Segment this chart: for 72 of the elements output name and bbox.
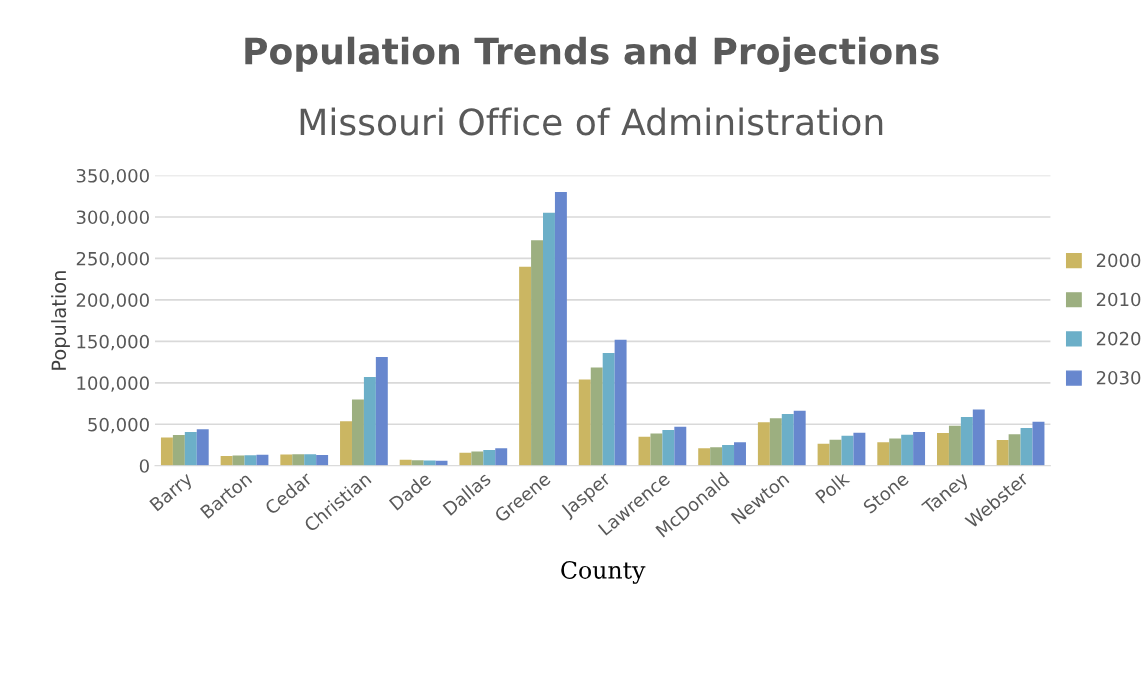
bar	[220, 455, 233, 466]
bar	[972, 409, 985, 466]
bar	[232, 455, 245, 466]
bar	[913, 432, 926, 466]
bar	[650, 433, 663, 466]
bar	[411, 460, 424, 466]
bar	[160, 437, 173, 466]
bar	[889, 438, 902, 466]
bar	[423, 460, 436, 466]
bar	[531, 240, 543, 466]
bar	[543, 212, 555, 466]
bar	[614, 339, 627, 466]
bar	[793, 410, 806, 466]
x-tick-label: Polk	[814, 470, 851, 504]
bar	[781, 414, 794, 466]
bar	[960, 416, 973, 466]
y-tick-label: 350,000	[76, 168, 149, 185]
bar	[340, 421, 352, 466]
bar	[351, 399, 364, 466]
bar	[1020, 428, 1033, 466]
bar	[280, 454, 293, 466]
bar	[316, 454, 329, 466]
bar	[1032, 421, 1045, 466]
chart-title: Population Trends and Projections	[245, 36, 939, 72]
bar	[304, 454, 317, 466]
chart-subtitle: Missouri Office of Administration	[300, 107, 883, 136]
bar	[901, 434, 914, 466]
bar	[853, 432, 866, 466]
bar	[554, 192, 567, 466]
bar	[172, 435, 185, 466]
bar	[996, 440, 1009, 466]
bar	[674, 426, 687, 466]
bar	[769, 418, 782, 466]
bar	[483, 449, 496, 466]
bar	[698, 448, 711, 466]
y-tick-label: 150,000	[77, 334, 149, 351]
bar	[495, 448, 508, 466]
legend-label: 2000	[1096, 253, 1141, 268]
y-tick-label: 250,000	[76, 251, 149, 268]
legend-label: 2030	[1096, 370, 1141, 385]
bar	[292, 454, 305, 466]
bar	[757, 422, 770, 466]
bar	[196, 429, 209, 466]
y-tick-label: 300,000	[76, 210, 149, 226]
bar	[722, 445, 735, 466]
x-axis-title: County	[561, 561, 646, 584]
bar	[184, 432, 197, 466]
bar	[841, 435, 854, 466]
y-tick-label: 200,000	[76, 293, 149, 309]
bar	[590, 367, 603, 466]
bar	[662, 430, 675, 466]
bar	[937, 432, 949, 466]
bar	[256, 454, 269, 466]
bar	[1008, 434, 1021, 466]
y-tick-label: 100,000	[77, 376, 149, 392]
bar	[578, 379, 591, 466]
bar	[710, 447, 723, 466]
bar	[734, 442, 746, 466]
bar	[877, 442, 890, 466]
bar	[363, 377, 376, 466]
bar	[602, 352, 615, 466]
y-tick-label: 50,000	[88, 417, 149, 434]
bar	[817, 443, 830, 466]
legend-label: 2020	[1096, 331, 1141, 346]
y-axis-title: Population	[51, 271, 70, 370]
bar	[471, 451, 484, 466]
legend-label: 2010	[1096, 292, 1141, 307]
y-tick-label: 0	[139, 459, 149, 473]
bar	[948, 425, 961, 466]
bar	[375, 357, 388, 466]
bar	[459, 452, 472, 466]
bar	[519, 266, 532, 466]
